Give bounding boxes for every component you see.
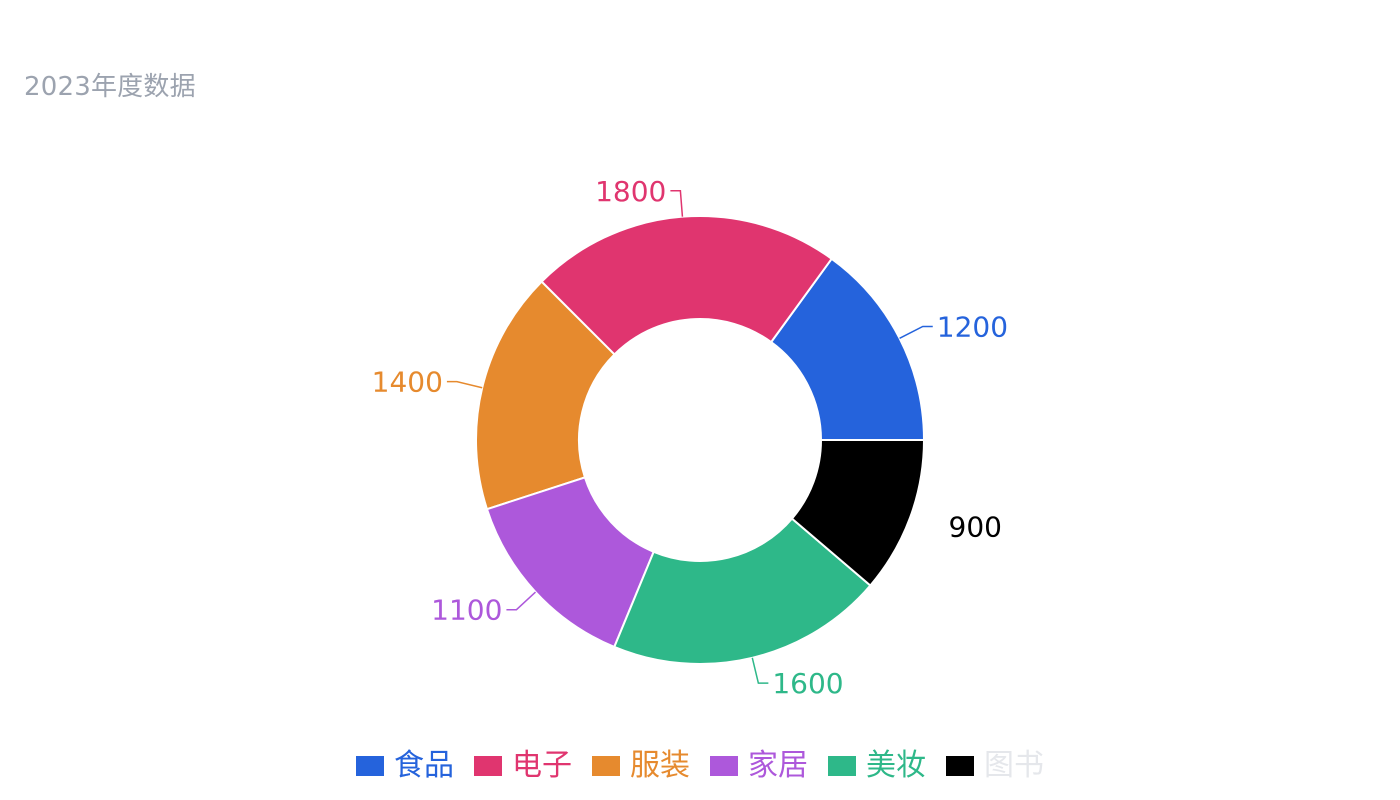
legend-item-2[interactable]: 电子 bbox=[474, 748, 572, 784]
legend-label: 图书 bbox=[984, 748, 1044, 783]
legend-swatch bbox=[946, 756, 974, 776]
label-leader-line-4 bbox=[506, 591, 537, 611]
slice-value-label-2: 1800 bbox=[595, 175, 666, 208]
label-leader-line-5 bbox=[751, 657, 769, 684]
legend-label: 家居 bbox=[748, 748, 808, 783]
donut-slice-5[interactable] bbox=[612, 517, 872, 665]
chart-legend: 食品 电子 服装 家居 美妆 图书 bbox=[0, 748, 1400, 784]
legend-item-5[interactable]: 美妆 bbox=[828, 748, 926, 784]
legend-label: 电子 bbox=[512, 748, 572, 783]
legend-item-3[interactable]: 服装 bbox=[592, 748, 690, 784]
legend-label: 美妆 bbox=[866, 748, 926, 783]
legend-item-4[interactable]: 家居 bbox=[710, 748, 808, 784]
donut-slice-3[interactable] bbox=[475, 280, 616, 511]
legend-swatch bbox=[828, 756, 856, 776]
slice-value-label-3: 1400 bbox=[372, 366, 443, 399]
slice-value-label-6: 900 bbox=[949, 511, 1002, 544]
legend-swatch bbox=[356, 756, 384, 776]
slice-value-label-1: 1200 bbox=[937, 311, 1008, 344]
legend-swatch bbox=[592, 756, 620, 776]
legend-item-1[interactable]: 食品 bbox=[356, 748, 454, 784]
legend-swatch bbox=[474, 756, 502, 776]
legend-label: 食品 bbox=[394, 748, 454, 783]
label-leader-line-3 bbox=[446, 380, 483, 389]
donut-slice-6[interactable] bbox=[790, 439, 926, 587]
label-leader-line-2 bbox=[670, 190, 684, 217]
donut-slice-2[interactable] bbox=[540, 215, 834, 356]
legend-label: 服装 bbox=[630, 748, 690, 783]
chart-title: 2023年度数据 bbox=[24, 72, 196, 102]
legend-item-6[interactable]: 图书 bbox=[946, 748, 1044, 784]
slice-value-label-4: 1100 bbox=[431, 594, 502, 627]
slice-value-label-5: 1600 bbox=[772, 667, 843, 700]
label-leader-line-1 bbox=[899, 325, 933, 339]
legend-swatch bbox=[710, 756, 738, 776]
